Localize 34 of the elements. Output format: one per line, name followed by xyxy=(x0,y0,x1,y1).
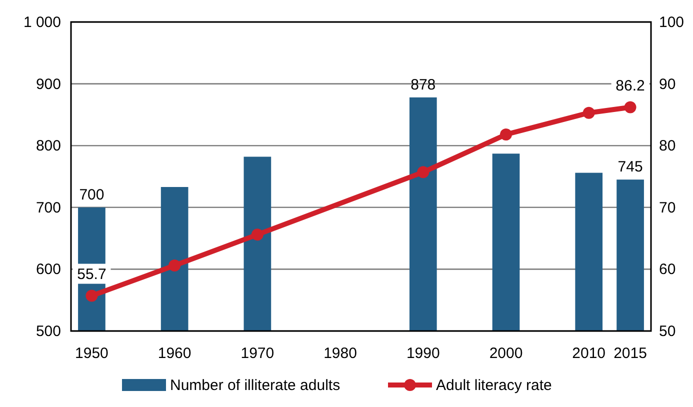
x-tick-label: 2010 xyxy=(572,345,606,362)
y-tick-label: 1 000 xyxy=(23,14,61,31)
point xyxy=(251,228,264,241)
y-tick-label: 700 xyxy=(36,199,61,216)
y2-tick-label: 70 xyxy=(659,199,676,216)
point xyxy=(86,290,98,302)
y2-tick-label: 50 xyxy=(659,323,676,340)
y-tick-label: 500 xyxy=(36,323,61,340)
y-tick-label: 800 xyxy=(36,138,61,155)
point xyxy=(168,259,181,272)
x-tick-label: 1990 xyxy=(406,345,440,362)
x-tick-label: 1950 xyxy=(75,345,108,362)
y2-tick-label: 80 xyxy=(659,138,676,155)
point xyxy=(624,101,636,114)
data-label: 700 xyxy=(79,186,104,204)
point xyxy=(417,166,430,178)
x-tick-label: 1980 xyxy=(324,345,357,362)
y2-tick-label: 90 xyxy=(659,76,676,93)
point xyxy=(582,106,595,119)
x-tick-label: 1960 xyxy=(158,345,192,362)
legend-label: Adult literacy rate xyxy=(436,377,552,394)
point xyxy=(500,128,512,140)
y2-tick-label: 60 xyxy=(659,261,676,278)
legend-label: Number of illiterate adults xyxy=(170,377,340,394)
y-tick-label: 900 xyxy=(36,76,61,93)
x-tick-label: 2015 xyxy=(614,345,647,362)
y-tick-label: 600 xyxy=(36,261,61,278)
data-label: 878 xyxy=(410,76,436,94)
data-label: 55.7 xyxy=(77,266,106,283)
y2-tick-label: 100 xyxy=(659,14,684,31)
data-label: 745 xyxy=(618,158,643,176)
data-label: 86.2 xyxy=(616,77,645,94)
x-tick-label: 1970 xyxy=(240,345,274,362)
x-tick-label: 2000 xyxy=(489,345,523,362)
